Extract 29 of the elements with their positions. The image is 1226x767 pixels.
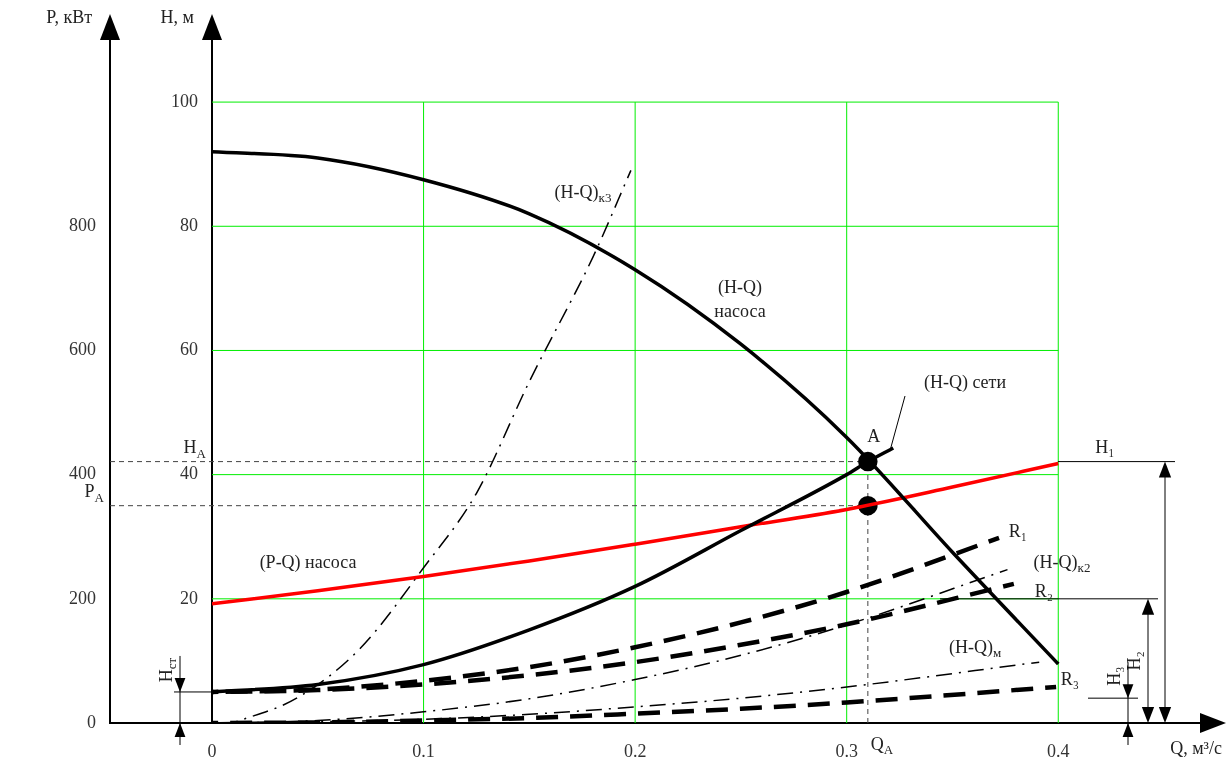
y-tick-label: 20 bbox=[180, 587, 198, 608]
x-tick-label: 0.4 bbox=[1047, 740, 1070, 761]
series-label: R₂ bbox=[1034, 580, 1054, 601]
annotation: A bbox=[867, 426, 881, 447]
x-tick-label: 0 bbox=[207, 740, 217, 761]
y2-tick-label: 400 bbox=[69, 463, 96, 484]
x-tick-label: 0.1 bbox=[412, 740, 435, 761]
x-tick-label: 0.2 bbox=[623, 740, 647, 761]
y2-tick-label: 600 bbox=[69, 339, 96, 360]
y-tick-label: 60 bbox=[180, 339, 198, 360]
series-label: (H-Q) насоса bbox=[714, 276, 766, 321]
ref-line-label: Hст bbox=[155, 657, 180, 683]
y2-axis-title: P, кВт bbox=[46, 6, 93, 27]
x-tick-label: 0.3 bbox=[835, 740, 858, 761]
text: (H-Q) сети bbox=[923, 371, 1007, 393]
x-axis-title: Q, м³/с bbox=[1170, 737, 1223, 758]
y2-tick-label: 0 bbox=[87, 711, 96, 732]
ref-line-label: H₂ bbox=[1123, 651, 1144, 671]
ref-line-label: H₁ bbox=[1095, 437, 1115, 458]
ref-line-label: H₃ bbox=[1103, 666, 1124, 686]
y-tick-label: 80 bbox=[180, 215, 198, 236]
y2-tick-label: 800 bbox=[69, 215, 96, 236]
series-label: R₁ bbox=[1008, 520, 1028, 541]
y2-tick-label: 200 bbox=[69, 587, 96, 608]
series-label: R₃ bbox=[1060, 668, 1080, 689]
y-tick-label: 40 bbox=[180, 463, 198, 484]
y-tick-label: 100 bbox=[171, 90, 198, 111]
series-label: (P-Q) насоса bbox=[259, 551, 357, 573]
y-axis-title: H, м bbox=[160, 6, 194, 27]
